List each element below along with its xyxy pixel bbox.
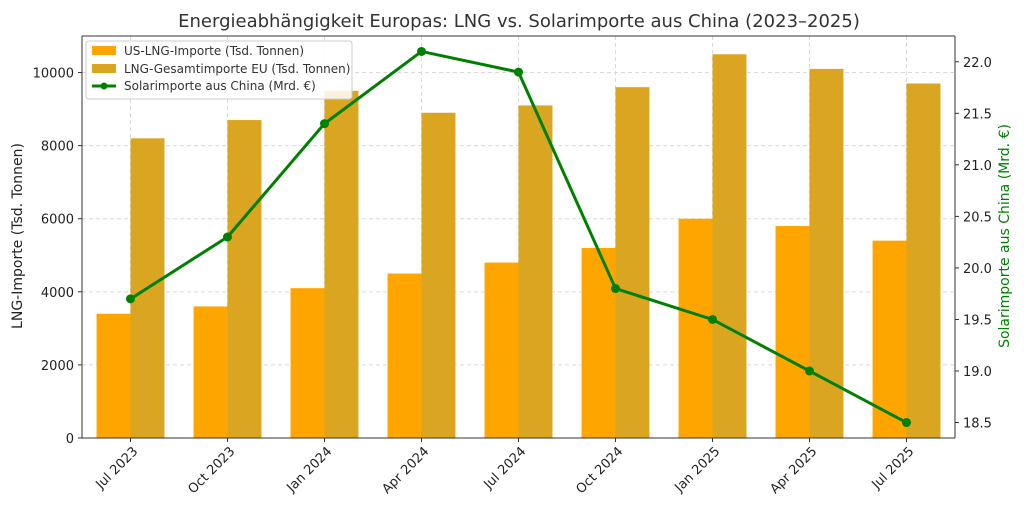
legend-label-eu-lng: LNG-Gesamtimporte EU (Tsd. Tonnen) <box>124 62 350 76</box>
legend-box <box>85 40 353 100</box>
bar-eu-lng-total <box>712 54 747 438</box>
y-tick-label-left: 0 <box>66 432 74 447</box>
point-solar-imports <box>902 418 911 428</box>
legend-label-solar: Solarimporte aus China (Mrd. €) <box>124 79 316 93</box>
y-tick-label-right: 18.5 <box>963 417 992 432</box>
bar-us-lng <box>775 226 810 438</box>
bar-eu-lng-total <box>227 120 262 439</box>
bar-us-lng <box>290 288 325 438</box>
y-tick-label-right: 22.0 <box>963 56 992 71</box>
bar-us-lng <box>484 262 519 438</box>
y-tick-label-right: 19.5 <box>963 313 992 328</box>
line-series <box>126 46 911 428</box>
bars <box>96 54 941 439</box>
point-solar-imports <box>320 119 329 129</box>
y-tick-label-left: 2000 <box>41 359 74 374</box>
y-tick-label-right: 21.5 <box>963 107 992 122</box>
bar-eu-lng-total <box>809 68 844 439</box>
legend-swatch-us-lng <box>92 46 116 55</box>
bar-us-lng <box>872 240 907 438</box>
bar-eu-lng-total <box>615 87 650 438</box>
y-tick-label-right: 20.5 <box>963 210 992 225</box>
bar-us-lng <box>581 247 616 438</box>
legend: US-LNG-Importe (Tsd. Tonnen) LNG-Gesamtim… <box>85 40 353 100</box>
bar-us-lng <box>96 313 131 438</box>
x-tick-label: Jan 2025 <box>672 444 724 496</box>
legend-swatch-solar-marker <box>100 82 108 90</box>
x-tick-label: Jul 2024 <box>481 444 530 493</box>
bar-us-lng <box>387 273 422 438</box>
legend-label-us-lng: US-LNG-Importe (Tsd. Tonnen) <box>124 44 304 58</box>
bar-eu-lng-total <box>421 112 456 438</box>
y-tick-label-right: 20.0 <box>963 262 992 277</box>
y-tick-label-left: 10000 <box>33 67 74 82</box>
x-tick-label: Jul 2023 <box>93 444 142 493</box>
x-tick-label: Jan 2024 <box>284 444 336 496</box>
bar-us-lng <box>193 306 228 438</box>
y-tick-label-right: 19.0 <box>963 365 992 380</box>
x-tick-label: Apr 2024 <box>379 444 432 497</box>
y-tick-label-left: 6000 <box>41 213 74 228</box>
x-tick-label: Apr 2025 <box>767 444 820 497</box>
point-solar-imports <box>126 294 135 304</box>
point-solar-imports <box>805 366 814 376</box>
chart-title: Energieabhängigkeit Europas: LNG vs. Sol… <box>178 11 860 32</box>
point-solar-imports <box>417 46 426 56</box>
y-axis-label-right: Solarimporte aus China (Mrd. €) <box>997 124 1013 348</box>
y-tick-label-left: 4000 <box>41 286 74 301</box>
y-tick-label-right: 21.0 <box>963 159 992 174</box>
bar-eu-lng-total <box>906 83 941 438</box>
y-tick-label-left: 8000 <box>41 140 74 155</box>
point-solar-imports <box>611 284 620 294</box>
point-solar-imports <box>708 314 717 324</box>
y-axis-label-left: LNG-Importe (Tsd. Tonnen) <box>10 143 26 329</box>
x-tick-label: Oct 2023 <box>186 444 239 497</box>
bar-us-lng <box>678 218 713 438</box>
legend-swatch-eu-lng <box>92 64 116 73</box>
bar-eu-lng-total <box>518 105 553 438</box>
bar-eu-lng-total <box>324 90 359 439</box>
point-solar-imports <box>223 232 232 242</box>
x-tick-label: Jul 2025 <box>869 444 918 493</box>
point-solar-imports <box>514 67 523 77</box>
x-tick-label: Oct 2024 <box>574 444 627 497</box>
